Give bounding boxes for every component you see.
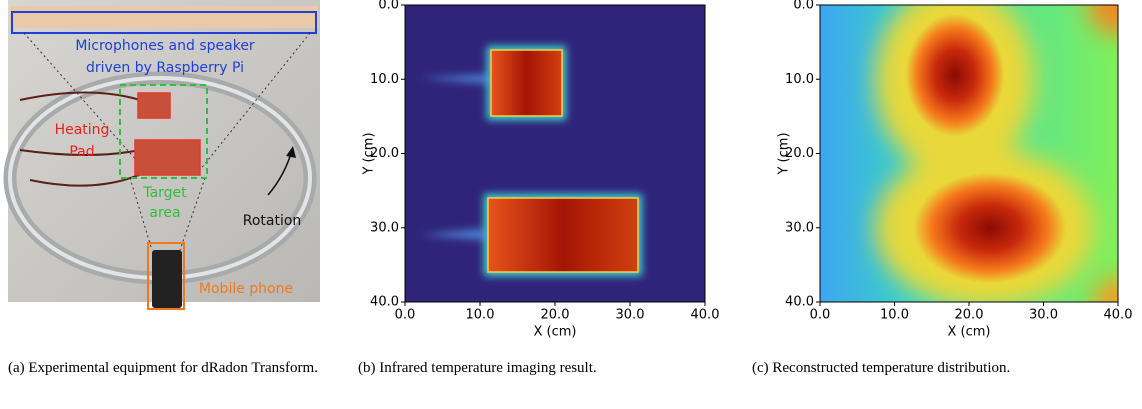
y-tick-label: 10.0: [785, 72, 814, 87]
y-tick-label: 40.0: [370, 295, 399, 310]
y-tick-label: 40.0: [785, 295, 814, 310]
y-tick-label: 0.0: [793, 0, 814, 13]
x-tick-label: 20.0: [541, 308, 570, 323]
x-tick-label: 0.0: [395, 308, 416, 323]
caption: (b) Infrared temperature imaging result.: [358, 360, 597, 376]
target-label: area: [149, 205, 180, 221]
infrared-image: [405, 5, 705, 302]
mics-label: Microphones and speaker: [75, 38, 255, 54]
phone-label: Mobile phone: [199, 281, 293, 297]
y-axis-label: Y (cm): [777, 132, 792, 175]
mics-label: driven by Raspberry Pi: [86, 60, 244, 76]
y-tick-label: 0.0: [378, 0, 399, 13]
caption: (c) Reconstructed temperature distributi…: [752, 360, 1011, 376]
rotation-label: Rotation: [243, 213, 302, 229]
x-axis-label: X (cm): [534, 325, 577, 340]
y-tick-label: 20.0: [785, 146, 814, 161]
x-tick-label: 10.0: [880, 308, 909, 323]
y-tick-label: 30.0: [785, 220, 814, 235]
pad-label: Heating: [55, 122, 110, 138]
y-axis-label: Y (cm): [362, 132, 377, 175]
reconstruction-image: [820, 5, 1118, 302]
x-tick-label: 30.0: [616, 308, 645, 323]
photo: Microphones and speaker driven by Raspbe…: [3, 0, 320, 310]
x-tick-label: 30.0: [1029, 308, 1058, 323]
x-tick-label: 40.0: [1104, 308, 1133, 323]
pad-label: Pad: [69, 144, 94, 160]
x-tick-label: 0.0: [810, 308, 831, 323]
x-tick-label: 40.0: [691, 308, 720, 323]
caption: (a) Experimental equipment for dRadon Tr…: [8, 360, 318, 376]
y-tick-label: 30.0: [370, 220, 399, 235]
y-tick-label: 20.0: [370, 146, 399, 161]
x-tick-label: 20.0: [955, 308, 984, 323]
x-tick-label: 10.0: [466, 308, 495, 323]
x-axis-label: X (cm): [948, 325, 991, 340]
target-label: Target: [142, 185, 187, 201]
y-tick-label: 10.0: [370, 72, 399, 87]
